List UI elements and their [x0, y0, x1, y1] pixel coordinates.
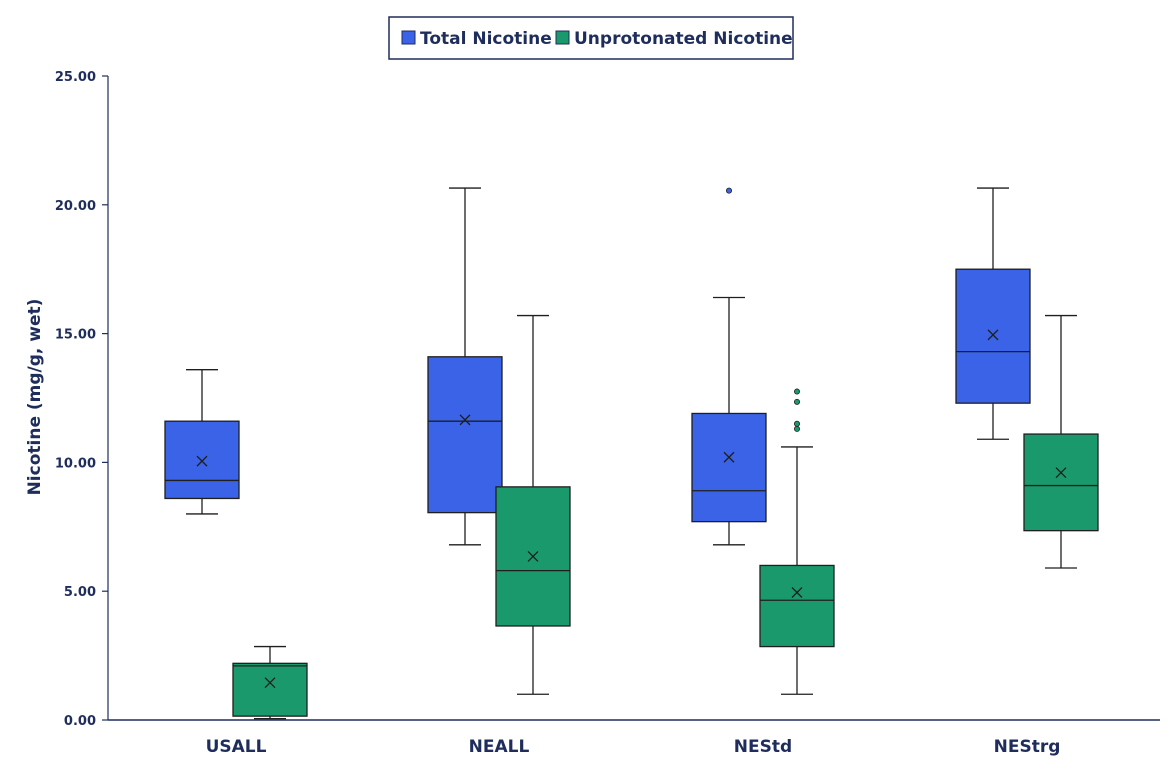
legend: Total Nicotine Unprotonated Nicotine	[388, 16, 794, 60]
outlier-point-total	[726, 187, 733, 194]
box-total	[691, 412, 767, 523]
x-category-label: NEALL	[469, 737, 530, 757]
outlier-point-unprotonated	[794, 388, 801, 395]
y-tick-label: 20.00	[55, 199, 96, 214]
box-unprotonated	[232, 662, 308, 717]
box-total	[164, 420, 240, 500]
x-category-label: NEStd	[734, 737, 792, 757]
mean-marker-unprotonated	[527, 550, 539, 562]
y-tick-label: 10.00	[55, 456, 96, 471]
y-tick-label: 0.00	[64, 714, 96, 729]
mean-marker-unprotonated	[791, 587, 803, 598]
y-tick-label: 5.00	[64, 585, 96, 600]
legend-label-unprotonated-nicotine: Unprotonated Nicotine	[574, 29, 793, 49]
legend-swatch-unprotonated-nicotine	[555, 30, 570, 45]
y-axis-title: Nicotine (mg/g, wet)	[25, 299, 45, 496]
mean-marker-total	[987, 329, 999, 341]
outlier-point-unprotonated	[794, 420, 801, 427]
mean-marker-total	[196, 455, 208, 467]
box-unprotonated	[759, 564, 835, 648]
box-unprotonated	[1023, 433, 1099, 532]
box-total	[427, 356, 503, 514]
mean-marker-total	[459, 414, 471, 426]
legend-swatch-total-nicotine	[401, 30, 416, 45]
plot-area: 0.00 5.00 10.00 15.00 20.00 25.00 USALL NEALL NE…	[55, 70, 1160, 757]
box-total	[955, 268, 1031, 404]
y-tick-label: 25.00	[55, 70, 96, 85]
outlier-point-unprotonated	[794, 398, 801, 405]
legend-label-total-nicotine: Total Nicotine	[420, 29, 552, 49]
outlier-point-unprotonated	[794, 425, 801, 432]
mean-marker-unprotonated	[1055, 467, 1067, 479]
y-tick-label: 15.00	[55, 328, 96, 343]
mean-marker-total	[723, 451, 735, 463]
mean-marker-unprotonated	[264, 677, 276, 689]
x-category-label: NEStrg	[994, 737, 1061, 757]
x-category-label: USALL	[206, 737, 267, 757]
legend-frame	[388, 16, 794, 60]
